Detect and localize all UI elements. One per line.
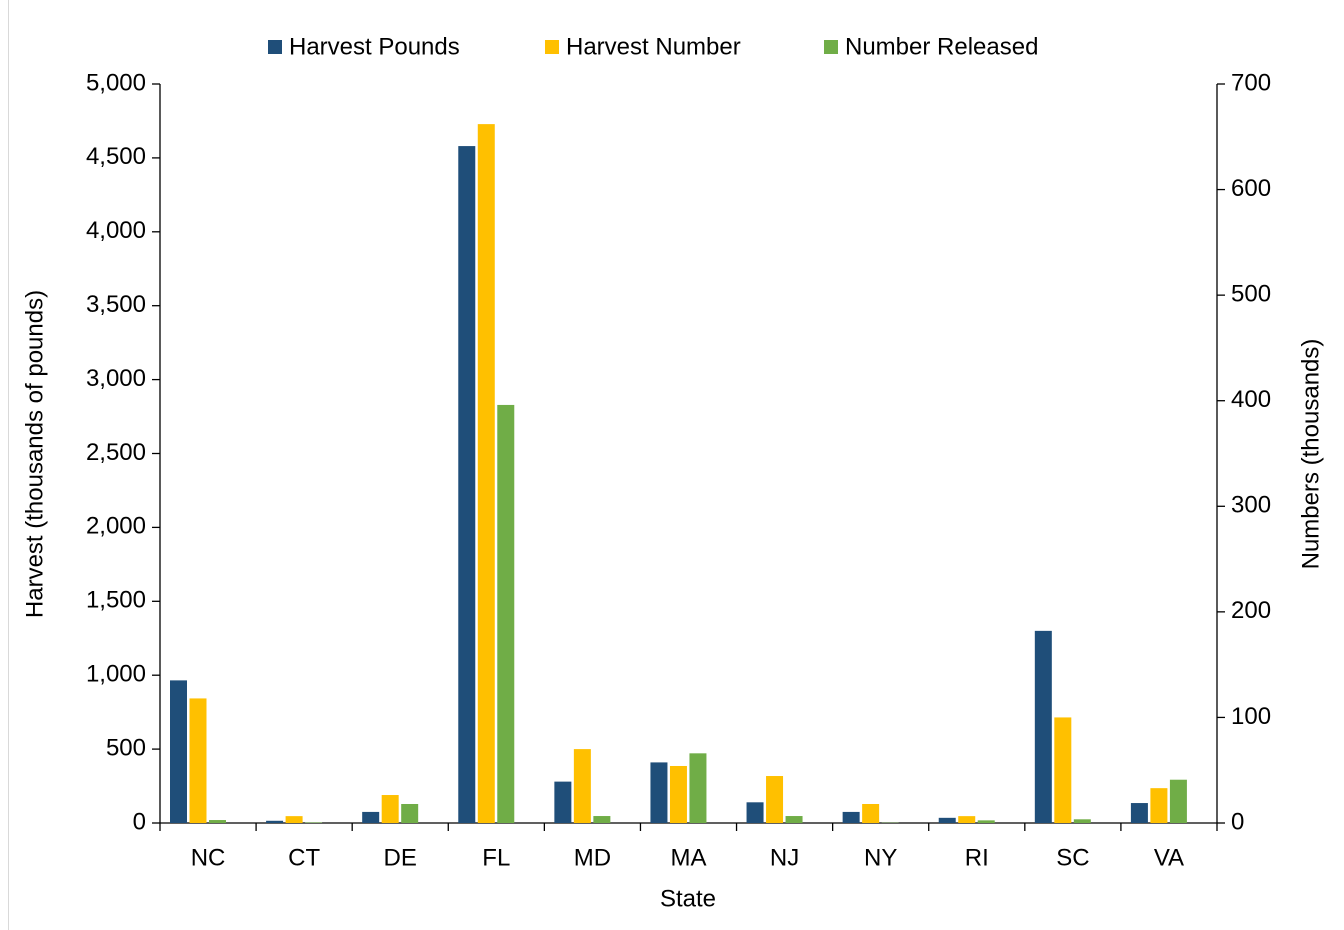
x-axis-title: State	[660, 885, 716, 912]
legend-swatch	[545, 40, 559, 54]
y-tick-label: 500	[106, 734, 146, 761]
y2-tick-label: 400	[1231, 386, 1271, 413]
y-tick-label: 2,500	[86, 439, 146, 466]
bar	[554, 781, 572, 823]
y-tick-label: 0	[133, 808, 146, 835]
bar	[958, 816, 976, 823]
y2-tick-label: 500	[1231, 280, 1271, 307]
bar	[1034, 630, 1052, 823]
x-tick-label: CT	[288, 844, 320, 871]
y2-tick-label: 600	[1231, 175, 1271, 202]
y2-tick-label: 0	[1231, 808, 1244, 835]
y2-tick-label: 300	[1231, 492, 1271, 519]
bar	[1073, 819, 1091, 823]
bar	[842, 811, 860, 823]
bar	[1054, 717, 1072, 823]
y-tick-label: 3,500	[86, 291, 146, 318]
bar	[977, 820, 995, 823]
y-tick-label: 4,000	[86, 217, 146, 244]
x-tick-label: NY	[864, 844, 897, 871]
bar	[497, 404, 515, 823]
y-tick-label: 1,500	[86, 587, 146, 614]
bar	[650, 762, 668, 823]
bar	[669, 765, 687, 823]
y2-tick-label: 200	[1231, 597, 1271, 624]
y-tick-label: 5,000	[86, 69, 146, 96]
bar	[938, 817, 956, 823]
bar	[573, 749, 591, 823]
x-tick-label: VA	[1154, 844, 1184, 871]
bar	[362, 811, 380, 823]
x-tick-label: FL	[482, 844, 510, 871]
bar	[477, 124, 495, 824]
legend-swatch	[824, 40, 838, 54]
bar	[766, 776, 784, 823]
bar	[785, 816, 803, 823]
legend-label: Harvest Pounds	[289, 33, 460, 60]
x-tick-label: NJ	[770, 844, 799, 871]
bar	[746, 802, 764, 823]
legend-label: Harvest Number	[566, 33, 741, 60]
bar	[862, 803, 880, 823]
x-tick-label: SC	[1056, 844, 1089, 871]
bar	[1169, 779, 1187, 823]
x-tick-label: RI	[965, 844, 989, 871]
bar	[285, 816, 303, 823]
bar	[593, 816, 611, 823]
y2-axis-title: Numbers (thousands)	[1297, 339, 1324, 570]
y2-tick-label: 100	[1231, 703, 1271, 730]
x-tick-label: MD	[574, 844, 611, 871]
x-tick-label: MA	[671, 844, 707, 871]
bar	[1150, 788, 1168, 823]
legend-swatch	[268, 40, 282, 54]
bar	[1130, 803, 1148, 823]
y-axis-title: Harvest (thousands of pounds)	[21, 290, 48, 618]
y-tick-label: 3,000	[86, 365, 146, 392]
bar	[305, 822, 323, 823]
legend-label: Number Released	[845, 33, 1038, 60]
y-tick-label: 1,000	[86, 661, 146, 688]
x-tick-label: NC	[191, 844, 226, 871]
bar	[689, 753, 707, 823]
y-tick-label: 2,000	[86, 513, 146, 540]
y-tick-label: 4,500	[86, 143, 146, 170]
y2-tick-label: 700	[1231, 69, 1271, 96]
bar	[170, 680, 187, 823]
bar	[458, 146, 476, 824]
bar	[209, 820, 226, 823]
bar	[266, 820, 284, 823]
x-tick-label: DE	[384, 844, 417, 871]
bar	[381, 795, 399, 823]
bar	[401, 803, 419, 823]
bar	[189, 698, 207, 823]
